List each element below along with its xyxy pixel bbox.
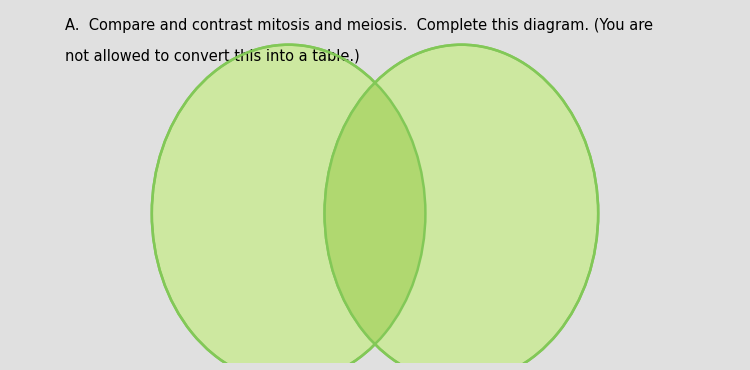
Text: A.  Compare and contrast mitosis and meiosis.  Complete this diagram. (You are: A. Compare and contrast mitosis and meio… [65,18,653,33]
Ellipse shape [152,45,425,370]
Text: not allowed to convert this into a table.): not allowed to convert this into a table… [65,48,360,63]
Ellipse shape [152,45,425,370]
Ellipse shape [325,45,598,370]
